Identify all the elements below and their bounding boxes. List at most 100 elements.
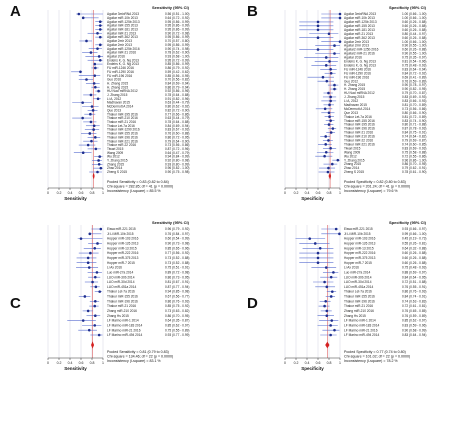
study-point [95, 271, 99, 274]
study-point [324, 64, 328, 67]
study-name: Ji Li MiR-10b 2015 [344, 232, 371, 236]
study-point [98, 43, 102, 47]
study-name: Aguilar miR-362 2013 [344, 36, 375, 40]
study-point [323, 304, 326, 308]
study-name: H. Zhang 2015 [344, 83, 365, 87]
study-name: Hopper miR-375 2013 [344, 256, 376, 260]
study-point [316, 251, 320, 255]
study-estimate: 0.78 (0.64 - 0.88) [165, 93, 189, 97]
study-estimate: 0.73 (0.52 - 0.88) [165, 261, 189, 265]
study-name: Aguilar miR-21 2016 [107, 51, 136, 55]
pooled-statistic: Chi-square = 101.02; df = 22 (p = 0.0000… [344, 355, 410, 359]
study-estimate: 0.75 (0.58 - 0.88) [402, 150, 426, 154]
study-name: Y. Zhang 2015 [344, 158, 365, 162]
study-estimate: 0.73 (0.63 - 0.82) [165, 309, 189, 313]
study-estimate: 0.74 (0.64 - 0.82) [402, 135, 426, 139]
study-estimate: 0.84 (0.72 - 0.92) [402, 71, 426, 75]
x-tick-label: 0.2 [57, 191, 62, 195]
study-estimate: 0.76 (0.84 - 0.97) [165, 232, 189, 236]
study-estimate: 0.64 (0.32 - 0.88) [402, 246, 426, 250]
study-estimate: 0.73 (0.52 - 0.88) [165, 256, 189, 260]
study-estimate: 0.60 (0.26 - 0.88) [402, 28, 426, 32]
study-estimate: 0.72 (0.55 - 0.86) [402, 154, 426, 158]
study-name: Que 2013 [344, 111, 358, 115]
x-tick-label: 1 [339, 191, 341, 195]
x-tick-label: 0.6 [316, 191, 321, 195]
study-estimate: 0.86 (0.70 - 0.95) [165, 314, 189, 318]
study-estimate: 0.85 (0.65 - 0.96) [165, 246, 189, 250]
study-estimate: 0.83 (0.66 - 0.93) [402, 99, 426, 103]
study-point [92, 82, 96, 85]
study-point [90, 105, 94, 108]
study-name: Thakur miR-155 2016 [107, 132, 138, 136]
study-point [316, 261, 320, 265]
study-estimate: 0.95 (0.86 - 0.99) [165, 28, 189, 32]
study-estimate: 0.80 (0.71 - 0.88) [402, 123, 426, 127]
study-estimate: 0.79 (0.70 - 0.87) [402, 91, 426, 95]
study-name: Aguilar miR-362 2013 [107, 35, 138, 39]
study-estimate: 0.70 (0.56 - 0.82) [165, 78, 189, 82]
study-point [81, 319, 85, 322]
study-estimate: 0.60 (0.26 - 0.88) [402, 36, 426, 40]
study-estimate: 1.00 (0.66 - 1.00) [402, 12, 426, 16]
study-point [94, 85, 97, 89]
study-point [81, 151, 85, 155]
study-point [329, 68, 332, 71]
study-point [316, 28, 320, 32]
study-estimate: 1.00 (0.66 - 1.00) [402, 16, 426, 20]
study-estimate: 0.90 (0.74 - 0.98) [165, 47, 189, 51]
study-estimate: 0.56 (0.51 - 1.00) [165, 12, 189, 16]
study-name: Luo miR-27a 2014 [107, 270, 133, 274]
study-estimate: 0.90 (0.68 - 0.99) [402, 328, 426, 332]
study-point [87, 328, 91, 332]
study-name: Zheng S 2015 [107, 170, 127, 174]
x-tick-label: 0.8 [327, 361, 332, 365]
study-point [333, 83, 336, 87]
study-name: Hopper miR-7 2015 [107, 261, 135, 265]
study-point [308, 237, 312, 240]
study-point [86, 309, 90, 313]
study-estimate: 0.85 (0.75 - 0.92) [165, 304, 189, 308]
study-estimate: 0.90 (0.73 - 0.98) [165, 242, 189, 246]
study-name: Aguilar miR-10b 2013 [107, 16, 138, 20]
study-point [327, 139, 330, 142]
x-tick-label: 0.6 [79, 191, 84, 195]
forest-plot-c: Sensitivity (95% CI) Eissa miR-221 2015 0.… [47, 220, 190, 371]
study-name: Thakur miR-195 2016 [107, 112, 138, 116]
study-name: LUO miR-30d 2014 [344, 280, 372, 284]
study-name: Thakur miR-21 2016 [107, 304, 136, 308]
study-name: Thakur miR-155 2016 [344, 295, 375, 299]
study-name: McDermott A 2014 [344, 107, 370, 111]
study-point [318, 246, 322, 250]
study-point [98, 58, 102, 62]
x-tick-label: 0 [47, 191, 49, 195]
study-name: Aguilar 2016 [344, 56, 362, 60]
study-estimate: 0.85 (0.62 - 0.97) [402, 319, 426, 323]
study-name: Luo miR-27a 2014 [344, 270, 370, 274]
study-point [91, 109, 95, 112]
study-name: Thakur miR-196 2016 [107, 135, 138, 139]
study-estimate: 0.81 (0.70 - 0.89) [402, 103, 426, 107]
panel-label-d: D [247, 295, 258, 312]
study-name: Thakur miR-1290 2016 [107, 128, 140, 132]
study-point [89, 112, 92, 116]
study-name: Li Ax 2016 [107, 266, 122, 270]
study-point [93, 246, 97, 250]
study-estimate: 0.60 (0.26 - 0.88) [402, 251, 426, 255]
study-point [97, 89, 100, 93]
study-estimate: 0.84 (0.69 - 0.94) [165, 124, 189, 128]
study-name: Zhang miR-210 2016 [344, 309, 374, 313]
study-point [88, 232, 92, 236]
study-name: Aguilar miR-125b 2013 [107, 20, 140, 24]
study-name: Zheng S 2015 [344, 170, 364, 174]
study-name: Aguilar 2016 [107, 54, 125, 58]
study-name: Aguilar miR-21 2013 [344, 32, 373, 36]
study-point [329, 99, 332, 103]
study-point [338, 12, 342, 16]
study-name: Wang 2009 [107, 151, 123, 155]
study-name: Hopper miR-7 2015 [344, 261, 372, 265]
study-name: Aguilar 2mir 2013 [344, 40, 369, 44]
study-estimate: 0.74 (0.60 - 0.85) [402, 142, 426, 146]
study-point [98, 28, 102, 31]
study-estimate: 0.90 (0.78 - 0.97) [402, 83, 426, 87]
